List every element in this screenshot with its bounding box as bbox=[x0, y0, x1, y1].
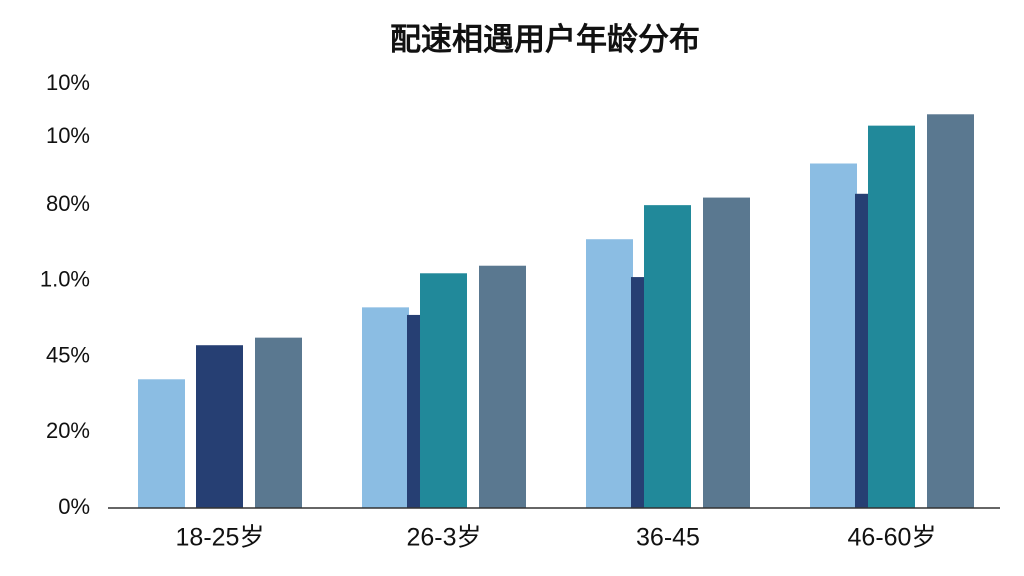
x-tick-label: 36-45 bbox=[636, 524, 700, 552]
y-tick-label: 10% bbox=[46, 70, 90, 95]
bar bbox=[927, 114, 974, 509]
bar bbox=[868, 125, 915, 509]
bar bbox=[703, 197, 750, 509]
y-tick-label: 45% bbox=[46, 342, 90, 367]
y-tick-label: 20% bbox=[46, 418, 90, 443]
y-tick-label: 80% bbox=[46, 191, 90, 216]
bar bbox=[810, 163, 857, 508]
bar bbox=[138, 379, 185, 508]
bar bbox=[196, 345, 243, 508]
bar bbox=[362, 307, 409, 508]
bar bbox=[586, 239, 633, 508]
bar bbox=[479, 265, 526, 508]
bar bbox=[644, 205, 691, 508]
y-tick-label: 0% bbox=[58, 494, 90, 519]
y-tick-label: 1.0% bbox=[40, 267, 90, 292]
chart-title: 配速相遇用户年龄分布 bbox=[390, 22, 700, 57]
bar bbox=[420, 273, 467, 508]
x-tick-label: 18-25岁 bbox=[176, 524, 265, 552]
bar bbox=[255, 337, 302, 508]
x-tick-label: 46-60岁 bbox=[848, 524, 937, 552]
y-tick-label: 10% bbox=[46, 123, 90, 148]
x-tick-label: 26-3岁 bbox=[406, 524, 481, 552]
